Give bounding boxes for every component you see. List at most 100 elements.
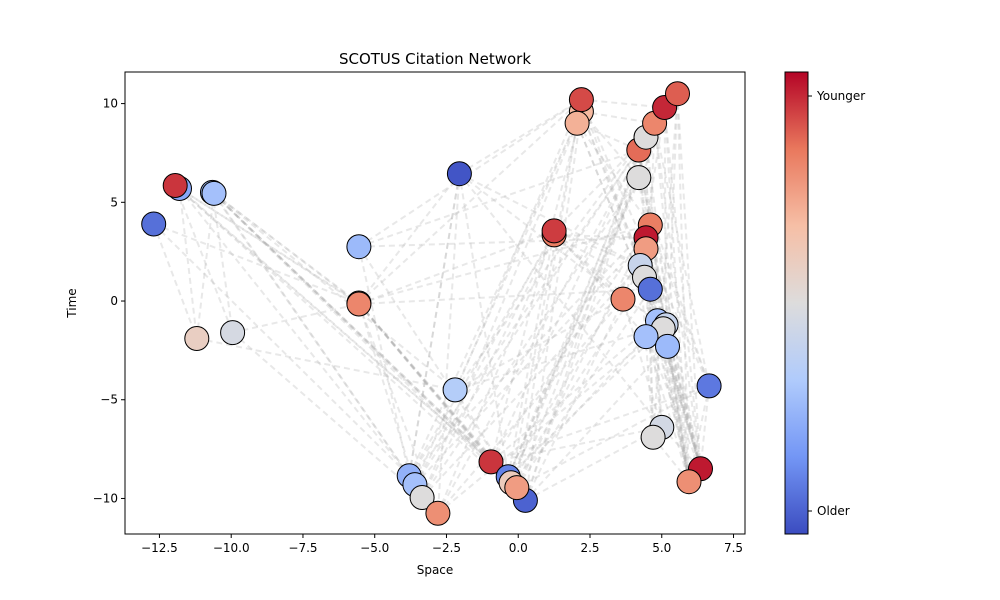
nodes-layer [141, 81, 722, 526]
citation-edge [649, 224, 711, 387]
case-node[interactable] [541, 218, 567, 244]
y-tick-label: −5 [100, 393, 118, 407]
case-node[interactable] [201, 180, 227, 206]
case-node[interactable] [220, 320, 246, 346]
case-node[interactable] [141, 211, 167, 237]
case-node[interactable] [425, 500, 451, 526]
citation-edge [676, 93, 690, 482]
citation-edge [174, 185, 234, 333]
citation-edge [458, 173, 663, 429]
citation-edge [507, 230, 556, 477]
citation-edge [524, 426, 663, 502]
x-axis: −12.5 −10.0 −7.5 −5.0 −2.5 0.0 2.5 5.0 7.5 [141, 534, 743, 555]
citation-edge [458, 98, 582, 175]
case-node[interactable] [610, 286, 636, 312]
citation-edge [408, 111, 583, 477]
citation-edge [408, 234, 555, 477]
case-node[interactable] [346, 291, 372, 317]
x-tick-label: 5.0 [652, 541, 671, 555]
citation-edge [652, 93, 679, 438]
citation-edge [178, 187, 509, 478]
y-tick-label: −10 [93, 491, 118, 505]
citation-edge [178, 188, 198, 339]
citation-edge [643, 277, 663, 428]
case-node[interactable] [626, 165, 652, 191]
case-node[interactable] [446, 161, 472, 187]
colorbar: Younger Older [784, 71, 865, 535]
case-node[interactable] [184, 326, 210, 351]
citation-edge [576, 122, 652, 226]
y-axis: −10 −5 0 5 10 [93, 97, 125, 505]
colorbar-label-older: Older [817, 504, 850, 518]
citation-edge [211, 191, 509, 478]
citation-edge [458, 172, 624, 300]
case-node[interactable] [633, 324, 659, 350]
case-node[interactable] [696, 373, 722, 399]
citation-edge [231, 331, 423, 499]
y-tick-label: 10 [103, 97, 118, 111]
citation-edge [490, 384, 710, 463]
citation-edge [358, 149, 640, 248]
citation-edge [507, 177, 640, 478]
citation-edge [358, 236, 647, 248]
case-node[interactable] [568, 87, 594, 113]
citation-edge [637, 177, 711, 387]
citation-edge [454, 298, 624, 391]
citation-edge [414, 237, 647, 486]
citation-edge [637, 149, 702, 469]
case-node[interactable] [676, 469, 702, 495]
citation-edge [454, 122, 656, 391]
citation-edge [656, 320, 690, 482]
citation-edge [507, 327, 664, 478]
citation-edge [490, 149, 640, 463]
x-tick-label: 2.5 [580, 541, 599, 555]
citation-edge [649, 224, 690, 482]
citation-edge [436, 173, 461, 514]
citation-edge [663, 107, 690, 482]
citation-edge [580, 110, 640, 179]
citation-edge [645, 248, 711, 387]
citation-edge [358, 246, 510, 478]
case-node[interactable] [655, 333, 680, 359]
case-node[interactable] [442, 377, 468, 403]
citation-edge [458, 173, 510, 477]
case-node[interactable] [640, 424, 666, 450]
citation-edge [581, 98, 665, 109]
citation-edge [553, 136, 647, 232]
citation-edge [553, 229, 641, 267]
case-node[interactable] [478, 449, 504, 475]
case-node[interactable] [564, 110, 590, 136]
citation-edge [554, 233, 647, 239]
citation-edge [358, 229, 555, 305]
citation-edge [357, 302, 416, 485]
citation-edge [421, 234, 555, 498]
citation-edge [454, 323, 667, 391]
citation-edge [211, 191, 456, 391]
citation-edge [507, 122, 656, 478]
citation-edge [174, 184, 527, 502]
case-node[interactable] [162, 173, 188, 198]
citation-edge [211, 191, 492, 463]
case-node[interactable] [346, 234, 372, 260]
edges-layer [152, 93, 711, 515]
citation-edge [436, 234, 556, 514]
citation-edge [699, 385, 711, 469]
y-axis-label: Time [65, 288, 79, 318]
citation-edge [576, 122, 669, 347]
case-node[interactable] [504, 475, 530, 501]
citation-edge [510, 335, 647, 484]
case-node[interactable] [409, 485, 435, 510]
citation-edge [645, 123, 656, 337]
citation-edge [653, 123, 702, 469]
citation-edge [490, 224, 652, 463]
citation-edge [510, 99, 583, 483]
citation-edge [211, 191, 360, 304]
citation-edge [663, 107, 702, 469]
citation-edge [211, 192, 234, 333]
citation-edge [211, 191, 527, 502]
citation-edge [639, 265, 655, 438]
case-node[interactable] [637, 276, 663, 302]
citation-edge [553, 234, 624, 300]
colorbar-label-younger: Younger [816, 89, 865, 103]
case-node[interactable] [665, 81, 690, 107]
